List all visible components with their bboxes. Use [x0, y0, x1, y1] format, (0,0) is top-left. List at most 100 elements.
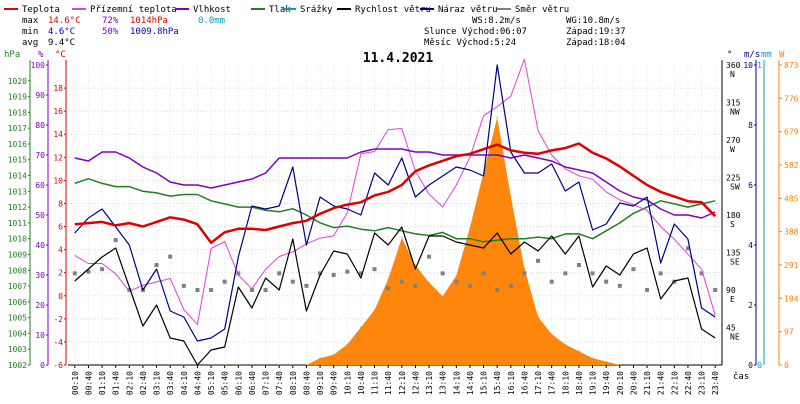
x-tick-label-9: 04:40: [193, 371, 202, 395]
unit-pct: %: [38, 50, 44, 60]
tick-label-w-6: 582: [784, 161, 799, 170]
point-solar-34: [537, 316, 539, 318]
tick-label-c-9: 12: [53, 153, 63, 162]
tick-label-hpa-17: 1019: [8, 93, 27, 102]
tick-label-w-2: 194: [784, 294, 799, 303]
x-tick-label-25: 12:40: [411, 371, 420, 395]
x-tick-label-14: 07:10: [262, 371, 271, 395]
plot-area: [72, 58, 718, 366]
x-tick-label-16: 08:10: [289, 371, 298, 395]
tick-label-hpa-15: 1017: [8, 124, 27, 133]
legend-label-7: Směr větru: [515, 5, 569, 15]
x-axis-labels: 00:10 00:40 01:10 01:40 02:10 02:40 03:10 03:40…: [71, 365, 720, 395]
legend-label-6: Náraz větru: [438, 5, 498, 15]
x-tick-label-10: 05:10: [207, 371, 216, 395]
tick-label-deg-2: 270: [726, 136, 741, 145]
series-hum-line: [74, 148, 716, 219]
tick-label-deg-4: 180: [726, 211, 741, 220]
x-tick-label-29: 14:40: [466, 371, 475, 395]
point-dir-12: [236, 271, 241, 276]
stat-max-label: max: [22, 16, 39, 26]
unit-mm: mm: [761, 50, 772, 60]
unit-w: W: [779, 50, 785, 60]
point-dir-7: [168, 254, 173, 259]
tick-label-mm-0: 0: [757, 361, 762, 370]
tick-label-c-12: 18: [53, 84, 63, 93]
point-dir-14: [263, 288, 268, 292]
tick-label-w-5: 485: [784, 194, 799, 203]
tick-label-c-8: 10: [53, 176, 63, 185]
tick-label-c-10: 14: [53, 130, 63, 139]
x-tick-label-36: 18:10: [561, 371, 570, 395]
stat-max-hum: 72%: [102, 16, 119, 26]
point-solar-24: [401, 237, 403, 239]
tick-label-hpa-3: 1005: [8, 314, 27, 323]
point-solar-23: [387, 278, 389, 280]
tick-label-dir-4: S: [730, 220, 735, 229]
x-tick-label-38: 19:10: [589, 371, 598, 395]
unit-labels: hPa % °C ° m/s mm W čas: [4, 50, 785, 382]
x-tick-label-21: 10:40: [357, 371, 366, 395]
x-tick-label-31: 15:40: [493, 371, 502, 395]
tick-label-ms-1: 2: [748, 301, 753, 310]
tick-label-hpa-9: 1011: [8, 219, 27, 228]
tick-label-dir-6: E: [730, 295, 735, 304]
legend-label-3: Tlak: [269, 5, 291, 15]
x-tick-label-6: 03:10: [153, 371, 162, 395]
point-solar-22: [373, 309, 376, 311]
x-tick-label-2: 01:10: [98, 371, 107, 395]
info-block: WS:8.2m/s WG:10.8m/s Slunce Východ:06:07…: [424, 16, 626, 48]
point-solar-27: [442, 295, 444, 297]
x-tick-label-1: 00:40: [84, 371, 93, 395]
tick-label-deg-3: 225: [726, 174, 741, 183]
tick-label-pct-1: 10: [35, 331, 45, 340]
tick-label-pct-0: 0: [40, 361, 45, 370]
tick-label-hpa-13: 1015: [8, 156, 27, 165]
point-solar-25: [414, 264, 417, 266]
x-tick-label-12: 06:10: [234, 371, 243, 395]
point-dir-28: [454, 279, 459, 284]
tick-label-hpa-11: 1013: [8, 187, 27, 196]
point-dir-45: [685, 246, 690, 251]
point-dir-3: [113, 238, 118, 242]
legend-label-0: Teplota: [22, 5, 60, 15]
point-dir-8: [181, 283, 186, 288]
tick-label-pct-8: 80: [35, 121, 45, 130]
point-dir-29: [467, 283, 472, 288]
point-dir-9: [195, 288, 200, 292]
point-dir-42: [645, 288, 650, 292]
tick-label-hpa-6: 1008: [8, 266, 27, 275]
point-dir-4: [127, 288, 132, 292]
tick-label-dir-7: NE: [730, 333, 740, 342]
tick-label-deg-0: 360: [726, 61, 741, 70]
tick-label-pct-9: 90: [35, 91, 45, 100]
tick-label-hpa-14: 1016: [8, 140, 27, 149]
tick-label-hpa-12: 1014: [8, 172, 27, 181]
point-dir-11: [222, 279, 227, 284]
axes: 1002100310041005100610071008100910101011…: [8, 60, 799, 370]
tick-label-c-3: 0: [58, 292, 63, 301]
x-tick-label-42: 21:10: [643, 371, 652, 395]
tick-label-pct-6: 60: [35, 181, 45, 190]
tick-label-ms-4: 8: [748, 121, 753, 130]
point-dir-35: [549, 279, 554, 284]
x-tick-label-40: 20:10: [616, 371, 625, 395]
tick-label-ms-2: 4: [748, 241, 753, 250]
x-tick-label-43: 21:40: [657, 371, 666, 395]
tick-label-w-1: 97: [784, 328, 794, 337]
stat-max-press: 1014hPa: [130, 16, 168, 26]
tick-label-w-8: 776: [784, 94, 799, 103]
x-tick-label-35: 17:40: [548, 371, 557, 395]
tick-label-ms-3: 6: [748, 181, 753, 190]
tick-label-hpa-1: 1003: [8, 345, 27, 354]
legend-label-1: Přízemní teplota: [90, 5, 177, 15]
sun-rise-info: Slunce Východ:06:07: [424, 27, 527, 37]
tick-label-w-4: 388: [784, 228, 799, 237]
point-solar-21: [360, 326, 362, 328]
point-dir-1: [86, 269, 91, 274]
tick-label-hpa-16: 1018: [8, 108, 27, 117]
stat-max-rain: 0.0mm: [198, 16, 225, 26]
stat-min-hum: 50%: [102, 27, 119, 37]
x-tick-label-26: 13:10: [425, 371, 434, 395]
